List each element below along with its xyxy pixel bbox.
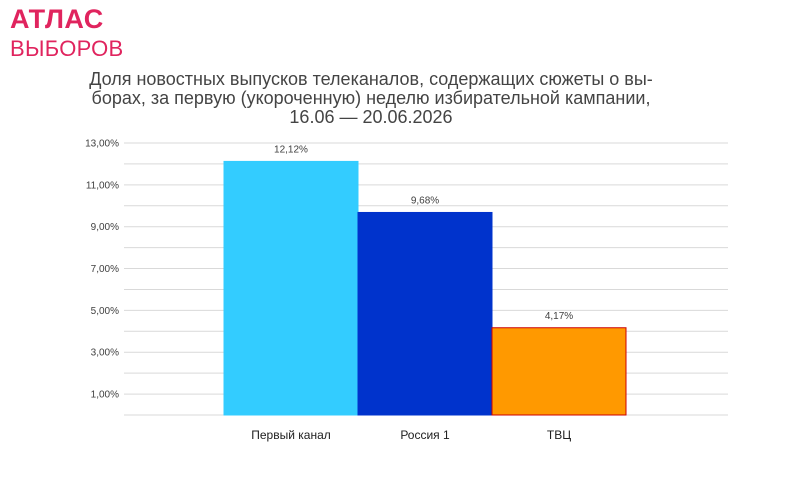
y-tick-label: 7,00% [91, 264, 119, 275]
x-tick-label: ТВЦ [547, 428, 571, 442]
y-tick-label: 9,00% [91, 222, 119, 233]
chart-title-line-3: 16.06 — 20.06.2026 [289, 107, 453, 127]
data-label: 12,12% [274, 144, 308, 155]
x-axis: Первый канал Россия 1 ТВЦ [251, 428, 571, 442]
chart-title-line-1: Доля новостных выпусков телеканалов, сод… [89, 69, 653, 89]
y-tick-label: 13,00% [85, 139, 119, 150]
bar [357, 211, 493, 416]
logo-line-1: АТЛАС [10, 4, 104, 34]
data-label: 4,17% [545, 311, 573, 322]
y-tick-label: 5,00% [91, 306, 119, 317]
bar [491, 327, 627, 416]
y-tick-label: 1,00% [91, 390, 119, 401]
bars: 12,12% 9,68% 4,17% [223, 144, 627, 416]
data-label: 9,68% [411, 195, 439, 206]
x-tick-label: Россия 1 [400, 428, 450, 442]
logo-line-2: ВЫБОРОВ [10, 36, 124, 61]
logo: АТЛАС ВЫБОРОВ [8, 4, 123, 66]
chart-title: Доля новостных выпусков телеканалов, сод… [60, 70, 682, 127]
y-axis: 1,00% 3,00% 5,00% 7,00% 9,00% 11,00% 13,00% [85, 139, 119, 401]
y-tick-label: 3,00% [91, 348, 119, 359]
y-tick-label: 11,00% [86, 180, 119, 191]
bar [223, 160, 359, 416]
chart-title-line-2: борах, за первую (укороченную) неделю из… [91, 88, 651, 108]
x-tick-label: Первый канал [251, 428, 331, 442]
